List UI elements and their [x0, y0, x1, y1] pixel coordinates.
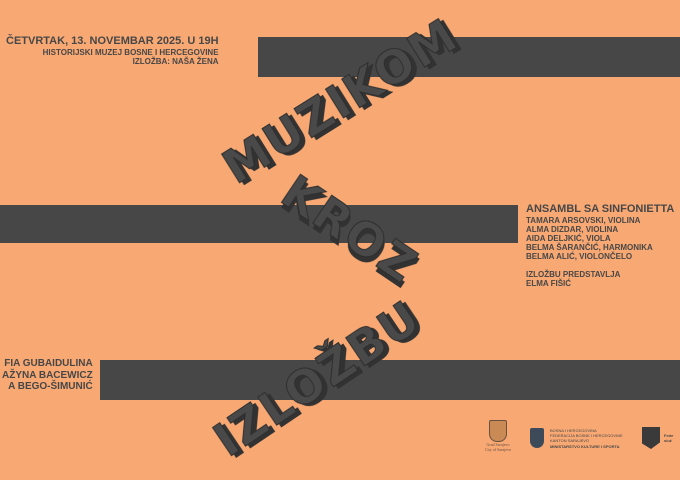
event-date: ČETVRTAK, 13. NOVEMBAR 2025. U 19H: [6, 35, 219, 47]
stripe-middle: [0, 205, 518, 243]
ministry-line: MINISTARSTVO KULTURE I SPORTA: [550, 443, 620, 449]
federal-line: Fede: [664, 433, 674, 438]
title-word-1: MUZIKOM: [213, 7, 468, 195]
federal-line: služ: [664, 438, 672, 444]
member: ALMA DIZDAR, VIOLINA: [526, 224, 619, 234]
title-word-2: KROZ: [271, 164, 428, 295]
event-venue: HISTORIJSKI MUZEJ BOSNE I HERCEGOVINE: [42, 47, 219, 57]
ministry-line: BOSNA I HERCEGOVINA: [550, 428, 597, 433]
composer: AŽYNA BACEWICZ: [2, 369, 93, 381]
member: TAMARA ARSOVSKI, VIOLINA: [526, 215, 641, 225]
sarajevo-caption: Grad Sarajevo: [486, 442, 510, 447]
ministry-line: FEDERACIJA BOSNE I HERCEGOVINE: [550, 433, 623, 439]
presenter-label: IZLOŽBU PREDSTAVLJA: [526, 269, 621, 279]
event-exhibition: IZLOŽBA: NAŠA ŽENA: [132, 56, 219, 66]
presenter-name: ELMA FIŠIĆ: [526, 278, 572, 288]
canton-crest-icon: [530, 428, 544, 448]
composer: FIA GUBAIDULINA: [4, 358, 93, 369]
member: BELMA ALIĆ, VIOLONČELO: [526, 252, 633, 262]
title-word-1-text: MUZIKOM: [213, 8, 467, 195]
sarajevo-caption-en: City of Sarajevo: [484, 446, 512, 452]
event-info: ČETVRTAK, 13. NOVEMBAR 2025. U 19H HISTO…: [6, 35, 219, 66]
title-word-3: IZLOŽBU: [203, 289, 431, 467]
member: BELMA ŠARANČIĆ, HARMONIKA: [526, 243, 653, 253]
ensemble-heading: ANSAMBL SA SINFONIETTA: [526, 203, 675, 215]
ministry-line: KANTON SARAJEVO: [550, 438, 590, 444]
stripe-bottom: [100, 360, 680, 400]
title-word-2-text: KROZ: [272, 164, 428, 294]
composer: A BEGO-ŠIMUNIĆ: [8, 381, 93, 392]
bih-flag-shield-icon: [642, 427, 660, 449]
member: AIDA DELJKIĆ, VIOLA: [526, 234, 611, 244]
sarajevo-crest-icon: [489, 420, 507, 442]
stripe-top: [258, 37, 680, 77]
title-word-3-text: IZLOŽBU: [204, 290, 431, 467]
sarajevo-logo: Grad Sarajevo City of Sarajevo: [478, 420, 518, 460]
ensemble-info: ANSAMBL SA SINFONIETTA TAMARA ARSOVSKI, …: [526, 203, 676, 288]
composers: FIA GUBAIDULINA AŽYNA BACEWICZ A BEGO-ŠI…: [2, 358, 93, 393]
